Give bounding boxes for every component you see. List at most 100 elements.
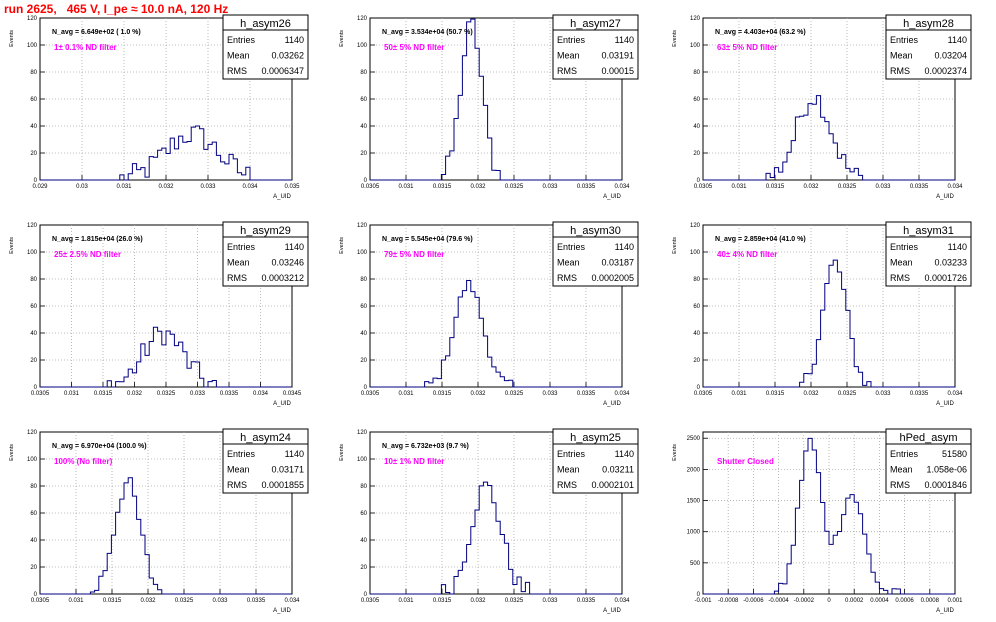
panel-h_asym31: 0.0305 0.031 0.0315 0.032 0.0325 0.033 0.0335 0… [672, 221, 972, 407]
y-tick-label: 120 [690, 223, 701, 229]
x-tick-label: 0.0315 [94, 391, 113, 397]
stats-label: Entries [227, 449, 256, 459]
y-tick-label: 0 [364, 178, 368, 184]
stats-value: 0.0001855 [261, 480, 304, 490]
y-tick-label: 0 [697, 385, 701, 391]
stats-value: 51580 [942, 449, 967, 459]
y-tick-label: 0 [364, 592, 368, 598]
y-tick-label: 20 [30, 151, 37, 157]
y-axis-label: Events [9, 30, 15, 47]
stats-value: 1140 [615, 449, 634, 459]
y-tick-label: 40 [693, 124, 700, 130]
y-tick-label: 80 [30, 484, 37, 490]
x-tick-label: 0.0335 [910, 184, 929, 190]
stats-value: 0.03191 [601, 51, 634, 61]
x-tick-label: 0.0315 [766, 184, 785, 190]
y-tick-label: 40 [360, 331, 367, 337]
x-tick-label: 0.0305 [694, 184, 713, 190]
stats-value: 0.03204 [934, 51, 967, 61]
y-axis-label: Events [339, 30, 345, 47]
x-tick-label: -0.0006 [743, 598, 764, 604]
histogram-line [40, 125, 292, 181]
y-tick-label: 1500 [687, 499, 701, 505]
y-tick-label: 2000 [687, 467, 701, 473]
y-tick-label: 120 [357, 430, 368, 436]
histogram-line [703, 95, 955, 181]
stats-label: RMS [557, 480, 577, 490]
filter-annotation: 50± 5% ND filter [384, 43, 444, 52]
filter-annotation: 40± 4% ND filter [717, 250, 777, 259]
stats-label: Mean [227, 258, 250, 268]
stats-label: Mean [890, 51, 913, 61]
stats-label: Mean [557, 258, 580, 268]
x-tick-label: 0.0325 [157, 391, 176, 397]
filter-annotation: 63± 5% ND filter [717, 43, 777, 52]
y-tick-label: 500 [690, 561, 701, 567]
y-tick-label: 20 [693, 358, 700, 364]
y-tick-label: 100 [27, 457, 38, 463]
x-tick-label: -0.0002 [794, 598, 815, 604]
y-tick-label: 60 [693, 97, 700, 103]
x-tick-label: 0.0008 [921, 598, 940, 604]
stats-box [552, 428, 639, 494]
y-axis-label: Events [9, 237, 15, 254]
panel-h_asym29: 0.0305 0.031 0.0315 0.032 0.0325 0.033 0.0335 0… [9, 221, 309, 407]
y-tick-label: 60 [360, 511, 367, 517]
histogram-line [370, 481, 622, 595]
x-tick-label: -0.0004 [768, 598, 789, 604]
stats-label: Entries [890, 242, 919, 252]
y-tick-label: 0 [34, 385, 38, 391]
histogram-line [40, 326, 292, 388]
x-axis-label: A_UID [273, 608, 291, 614]
y-tick-label: 0 [34, 178, 38, 184]
y-tick-label: 100 [357, 43, 368, 49]
stats-label: RMS [227, 66, 247, 76]
stats-title: h_asym29 [240, 225, 291, 237]
stats-label: Mean [227, 51, 250, 61]
x-tick-label: 0.0335 [577, 184, 596, 190]
stats-value: 0.00015 [601, 66, 634, 76]
histogram-line [370, 18, 622, 181]
x-axis-label: A_UID [936, 608, 954, 614]
stats-value: 1140 [948, 35, 967, 45]
y-tick-label: 120 [357, 16, 368, 22]
y-tick-label: 80 [30, 277, 37, 283]
y-axis-label: Events [339, 444, 345, 461]
x-tick-label: 0.031 [731, 184, 747, 190]
x-tick-label: 0.0325 [838, 184, 857, 190]
filter-annotation: 10± 1% ND filter [384, 457, 444, 466]
x-tick-label: 0.034 [614, 598, 630, 604]
panel-h_asym27: 0.0305 0.031 0.0315 0.032 0.0325 0.033 0.0335 0… [339, 14, 639, 200]
y-tick-label: 40 [693, 331, 700, 337]
navg-label: N_avg = 6.649e+02 ( 1.0 %) [52, 29, 141, 36]
x-tick-label: 0.0305 [361, 184, 380, 190]
x-tick-label: 0.034 [614, 184, 630, 190]
stats-value: 0.0003212 [261, 273, 304, 283]
stats-value: 1140 [615, 242, 634, 252]
y-tick-label: 20 [360, 151, 367, 157]
y-tick-label: 60 [693, 304, 700, 310]
stats-title: h_asym24 [240, 432, 291, 444]
histogram-line [703, 437, 955, 595]
x-tick-label: 0.033 [542, 184, 558, 190]
x-tick-label: 0.0305 [361, 391, 380, 397]
x-tick-label: 0.033 [542, 598, 558, 604]
y-tick-label: 40 [360, 124, 367, 130]
stats-box [222, 428, 309, 494]
x-tick-label: 0.0325 [505, 184, 524, 190]
x-tick-label: 0.0305 [361, 598, 380, 604]
stats-label: Entries [890, 35, 919, 45]
y-tick-label: 60 [360, 97, 367, 103]
x-tick-label: 0.0335 [247, 598, 266, 604]
stats-label: RMS [890, 480, 910, 490]
stats-label: RMS [557, 273, 577, 283]
x-tick-label: 0.031 [398, 184, 414, 190]
stats-value: 1140 [285, 35, 304, 45]
stats-label: RMS [890, 273, 910, 283]
navg-label: N_avg = 6.732e+03 (9.7 %) [382, 443, 469, 450]
x-tick-label: 0.0315 [103, 598, 122, 604]
y-tick-label: 80 [360, 484, 367, 490]
x-tick-label: 0.0002 [845, 598, 864, 604]
stats-box [885, 14, 972, 80]
